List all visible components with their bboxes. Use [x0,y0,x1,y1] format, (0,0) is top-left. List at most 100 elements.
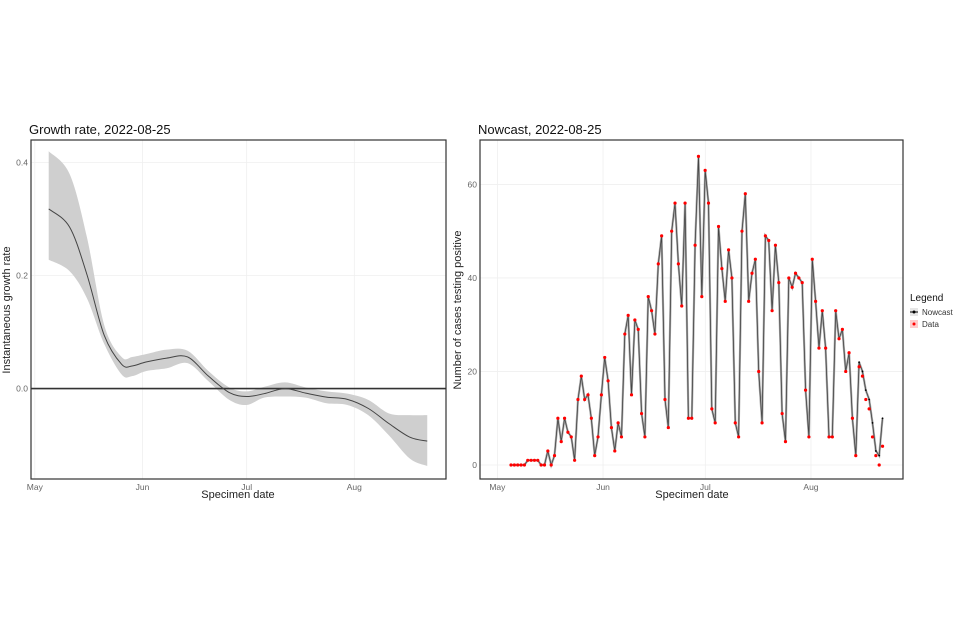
data-point [860,374,865,378]
data-point [834,309,838,313]
data-point [810,257,814,261]
data-point [797,276,801,280]
data-point [830,435,834,439]
data-point [522,463,527,467]
data-point [820,309,824,313]
data-point [760,421,764,425]
data-point [827,435,831,439]
data-point [599,393,603,397]
data-point [700,295,704,299]
data-point [663,397,667,402]
y-tick-label: 20 [468,366,478,376]
data-point [589,416,593,420]
data-point [733,421,737,425]
data-point [757,369,761,374]
y-tick-label: 0 [472,460,477,470]
data-point [767,238,771,243]
nowcast-point [881,417,884,420]
data-point [790,285,794,289]
data-point [532,458,537,462]
chart-title: Nowcast, 2022-08-25 [478,122,602,137]
nowcast-line [511,156,883,467]
data-point [549,463,553,467]
y-tick-label: 0.2 [16,271,28,281]
data-point [763,234,767,238]
y-axis-label: Number of cases testing positive [452,231,464,390]
x-axis-label: Specimen date [201,489,274,501]
data-point [693,243,697,247]
data-point [783,439,788,444]
data-point [676,262,680,266]
nowcast-point [858,361,861,364]
data-point [877,463,881,467]
data-point [730,276,734,280]
confidence-ribbon [48,151,428,467]
data-point [770,309,774,313]
data-point [556,416,560,420]
data-point [690,416,694,420]
data-point [787,276,791,280]
data-point [850,416,855,420]
data-point [803,388,808,392]
data-point [747,299,751,303]
x-tick-label: Aug [347,482,362,492]
growth-rate-line [48,208,428,442]
data-point [586,393,590,397]
data-point [583,397,587,402]
data-point [619,435,624,439]
data-point [716,224,721,229]
data-point [579,374,583,378]
legend-title: Legend [910,293,943,304]
data-point [793,271,798,275]
data-point [656,262,660,266]
x-tick-label: May [489,482,506,492]
data-point [740,229,744,233]
nowcast-point [874,450,877,452]
y-tick-label: 40 [468,273,478,283]
data-point [552,454,557,458]
data-point [542,463,547,467]
data-point [737,435,741,439]
y-axis-label: Instantaneous growth rate [1,246,13,373]
data-point [623,332,627,336]
data-point [723,299,727,303]
x-tick-label: Aug [803,482,818,492]
data-point [636,327,640,331]
data-point [606,379,610,383]
data-point [509,463,513,467]
data-point [646,295,650,299]
data-point [643,435,647,439]
nowcast-point [868,398,871,401]
data-point [680,304,684,308]
data-point [616,421,620,425]
data-point [686,416,691,420]
data-point [713,421,717,425]
data-point [780,411,784,416]
data-point [773,243,778,247]
data-point [710,407,714,411]
data-point [844,369,848,374]
data-point [857,365,861,369]
data-point [539,463,543,467]
data-point [837,337,841,341]
legend-point-icon [912,322,916,326]
nowcast-point [871,421,874,424]
data-point [753,257,757,261]
y-tick-label: 0.4 [16,158,28,168]
data-point [569,435,573,439]
x-tick-label: Jun [136,482,150,492]
y-tick-label: 60 [468,179,478,189]
data-point [864,397,868,402]
data-point [660,234,664,238]
data-point [800,281,804,285]
data-point [666,425,670,430]
data-point [874,454,878,458]
legend-point-icon [912,310,916,314]
data-point [609,425,614,430]
data-point [847,351,851,355]
data-point [720,266,724,271]
data-point [566,430,570,434]
data-point [576,397,580,402]
data-point [880,444,885,448]
